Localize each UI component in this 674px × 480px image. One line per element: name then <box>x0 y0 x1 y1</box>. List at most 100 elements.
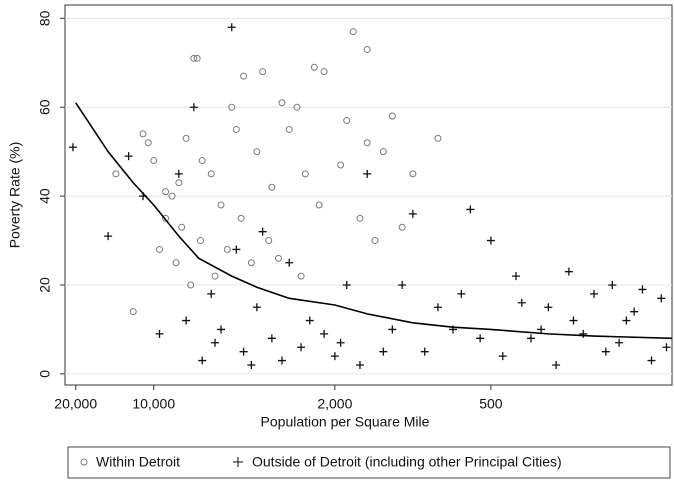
point <box>252 303 261 312</box>
point <box>104 232 113 241</box>
point <box>363 169 372 178</box>
point <box>275 254 283 262</box>
x-tick-label: 20,000 <box>54 396 97 412</box>
point <box>336 338 345 347</box>
point <box>172 259 180 267</box>
point <box>278 99 286 107</box>
point <box>285 258 294 267</box>
point <box>129 308 137 316</box>
point <box>217 201 225 209</box>
point <box>320 329 329 338</box>
point <box>267 334 276 343</box>
point <box>630 307 639 316</box>
x-tick-label: 500 <box>479 396 503 412</box>
point <box>232 245 241 254</box>
point <box>217 325 226 334</box>
point <box>297 343 306 352</box>
point <box>253 148 261 156</box>
point <box>647 356 656 365</box>
point <box>285 125 293 133</box>
point <box>356 214 364 222</box>
plot-frame <box>64 4 673 386</box>
point <box>579 329 588 338</box>
point <box>388 325 397 334</box>
point <box>379 347 388 356</box>
point <box>355 361 364 369</box>
point <box>388 112 396 120</box>
point <box>320 68 328 76</box>
point <box>511 272 520 281</box>
point <box>608 281 617 289</box>
point <box>112 170 120 178</box>
legend-label: Outside of Detroit (including other Prin… <box>252 454 562 470</box>
x-axis-label: Population per Square Mile <box>261 414 430 430</box>
point <box>139 130 147 138</box>
point <box>259 68 267 76</box>
point <box>420 347 429 356</box>
y-tick-label: 60 <box>37 99 53 115</box>
point <box>293 103 301 111</box>
point <box>175 179 183 187</box>
point <box>589 289 598 298</box>
point <box>330 352 339 361</box>
point <box>207 170 215 178</box>
point <box>228 103 236 111</box>
legend-marker <box>233 457 243 467</box>
point <box>433 303 442 312</box>
point <box>310 63 318 71</box>
point <box>349 28 357 36</box>
point <box>601 347 610 356</box>
point <box>211 338 220 347</box>
point <box>239 347 248 356</box>
point <box>124 152 133 161</box>
point <box>144 139 152 147</box>
point <box>189 103 198 112</box>
point <box>258 227 267 236</box>
point <box>178 223 186 231</box>
x-tick-label: 10,000 <box>132 396 175 412</box>
point <box>198 157 206 165</box>
point <box>466 205 475 214</box>
point <box>162 214 170 222</box>
point <box>174 169 183 178</box>
y-axis-label: Poverty Rate (%) <box>7 142 23 249</box>
point <box>537 325 546 334</box>
point <box>638 285 647 294</box>
point <box>187 281 195 289</box>
point <box>517 298 526 307</box>
x-tick-label: 2,000 <box>317 396 352 412</box>
point <box>193 54 201 62</box>
point <box>207 289 216 298</box>
point <box>564 267 573 276</box>
point <box>247 259 255 267</box>
y-tick-label: 20 <box>37 277 53 293</box>
point <box>476 334 485 343</box>
point <box>434 134 442 142</box>
point <box>227 23 236 32</box>
point <box>657 294 666 303</box>
point <box>337 161 345 169</box>
point <box>182 316 191 325</box>
y-tick-label: 0 <box>37 370 53 378</box>
point <box>552 361 561 369</box>
point <box>398 223 406 231</box>
point <box>265 237 273 245</box>
point <box>68 143 77 152</box>
point <box>211 272 219 280</box>
point <box>408 209 417 218</box>
fit-line <box>75 102 673 340</box>
point <box>398 281 407 289</box>
point <box>162 188 170 196</box>
point <box>247 361 256 369</box>
point <box>232 125 240 133</box>
point <box>297 272 305 280</box>
point <box>155 329 164 338</box>
legend-label: Within Detroit <box>96 454 180 470</box>
point <box>409 170 417 178</box>
legend-box <box>67 446 671 479</box>
point <box>615 338 624 347</box>
point <box>622 316 631 325</box>
point <box>196 237 204 245</box>
point <box>301 170 309 178</box>
